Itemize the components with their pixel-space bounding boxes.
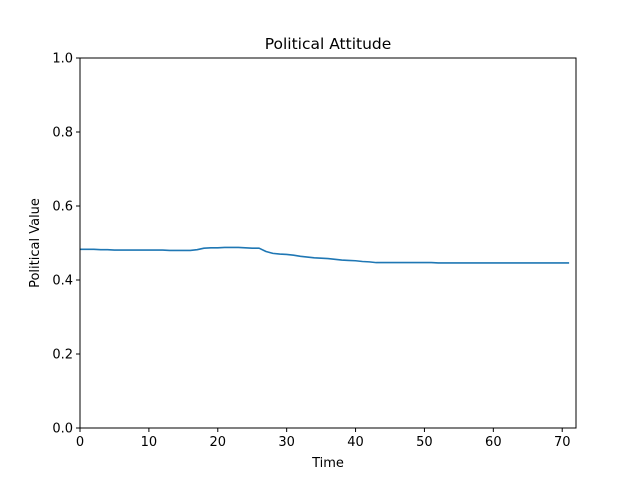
axes-frame — [79, 57, 577, 429]
y-tick-label: 0.8 — [52, 126, 73, 141]
y-tick-label: 0.6 — [52, 200, 73, 215]
x-tick-label: 10 — [141, 435, 158, 450]
x-tick-label: 0 — [76, 435, 84, 450]
y-axis-label: Political Value — [28, 198, 43, 288]
x-axis-label: Time — [311, 456, 344, 471]
x-tick-label: 20 — [210, 435, 227, 450]
x-tick-label: 60 — [485, 435, 502, 450]
chart-title: Political Attitude — [265, 35, 392, 53]
y-tick-label: 0.2 — [52, 348, 73, 363]
series-line — [80, 246, 570, 264]
plot-area: 0 10 20 30 40 50 60 70 0.0 0.2 0.4 0.6 0.8 1.0 — [52, 52, 577, 450]
x-tick-label: 40 — [347, 435, 364, 450]
y-tick-label: 0.4 — [52, 274, 73, 289]
x-tick-label: 70 — [554, 435, 571, 450]
y-tick-label: 1.0 — [52, 52, 73, 67]
y-tick-label: 0.0 — [52, 422, 73, 437]
x-tick-label: 50 — [416, 435, 433, 450]
x-tick-label: 30 — [278, 435, 295, 450]
